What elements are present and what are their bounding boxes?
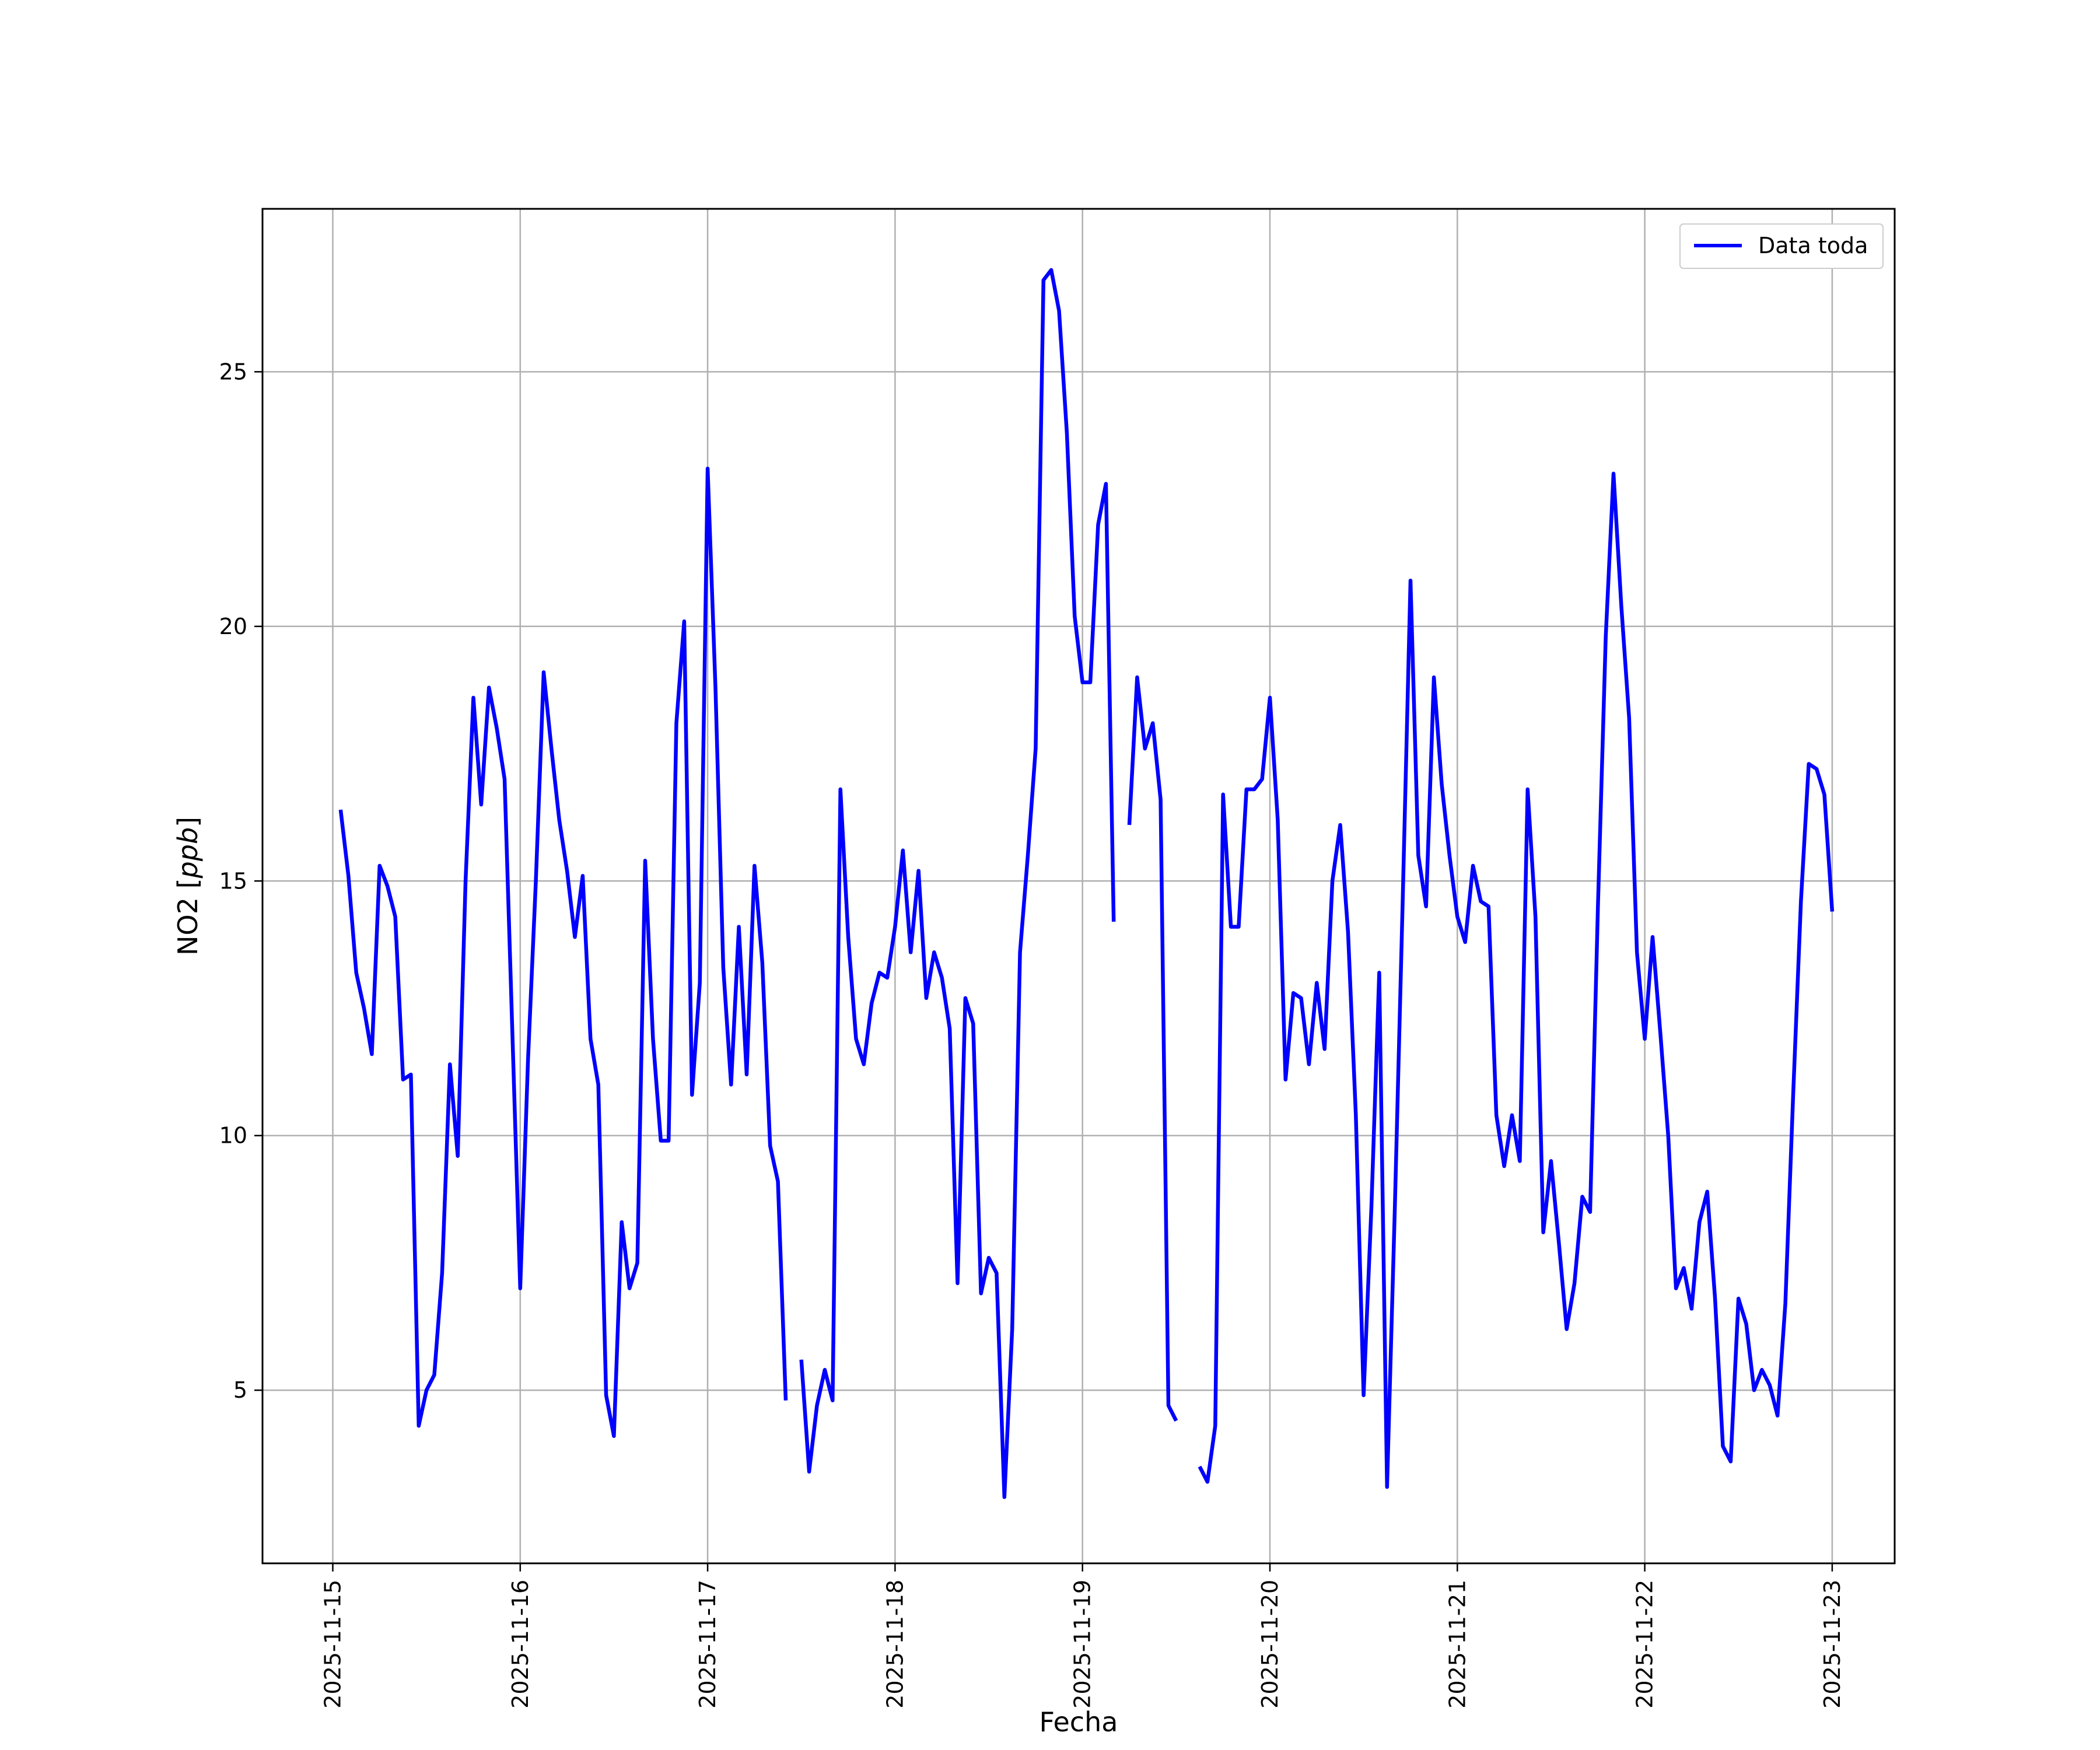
- x-tick-label: 2025-11-17: [695, 1580, 720, 1709]
- series-layer: [338, 268, 1835, 1499]
- x-axis-title: Fecha: [1040, 1706, 1118, 1738]
- y-tick-label: 10: [219, 1123, 247, 1149]
- y-axis-title-close: ]: [172, 817, 204, 827]
- series-line-segment: [338, 466, 788, 1438]
- x-tick-label: 2025-11-16: [508, 1580, 533, 1709]
- axis-ticks: 2025-11-15 2025-11-16 2025-11-17 2025-11-18…: [219, 359, 1845, 1709]
- y-tick-label: 5: [233, 1377, 247, 1403]
- y-tick-label: 20: [219, 614, 247, 639]
- x-tick-label: 2025-11-19: [1070, 1580, 1096, 1709]
- legend: Data toda: [1679, 223, 1884, 269]
- y-axis-title: NO2 [ppb]: [172, 817, 204, 956]
- plot-frame: [261, 208, 1896, 1564]
- y-tick-label: 25: [219, 359, 247, 384]
- legend-box: [1679, 223, 1884, 269]
- grid: [262, 209, 1895, 1563]
- series-line-segment: [1198, 471, 1835, 1489]
- legend-label-data-toda: Data toda: [1758, 233, 1868, 258]
- x-tick-label: 2025-11-21: [1444, 1580, 1470, 1709]
- series-line-segment: [799, 268, 1116, 1499]
- x-tick-label: 2025-11-15: [320, 1580, 345, 1709]
- x-tick-label: 2025-11-20: [1257, 1580, 1283, 1709]
- y-tick-label: 15: [219, 868, 247, 894]
- y-axis-title-unit: ppb: [172, 827, 204, 879]
- x-tick-label: 2025-11-18: [882, 1580, 908, 1709]
- x-tick-label: 2025-11-23: [1819, 1580, 1845, 1709]
- y-axis-title-main: NO2 [: [172, 878, 204, 956]
- x-tick-label: 2025-11-22: [1632, 1580, 1658, 1709]
- series-line-segment: [1127, 675, 1178, 1422]
